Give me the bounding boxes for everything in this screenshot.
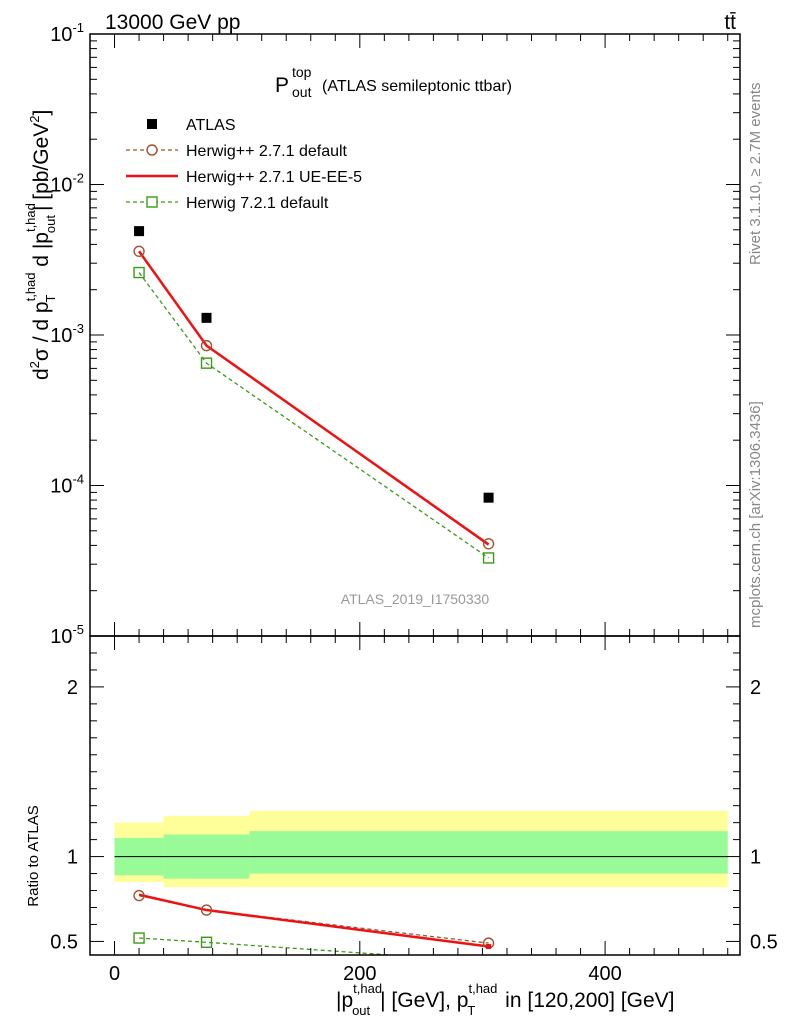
legend-entry: Herwig 7.2.1 default xyxy=(126,195,329,212)
x-tick-label: 200 xyxy=(343,963,376,985)
axis-tick-labels: 10-1 10-2 10-3 10-4 10-5 0 200 400 0.5 0.5 1 1 2 2 xyxy=(50,20,778,985)
lower-y-tick-label: 2 xyxy=(750,677,761,699)
ratio-herwigpp-default-line xyxy=(138,894,489,944)
upper-y-tick-label: 10-3 xyxy=(50,321,84,347)
legend-entry: Herwig++ 2.7.1 default xyxy=(126,143,348,160)
herwigpp-default-marker xyxy=(133,245,145,257)
lower-y-axis-label: Ratio to ATLAS xyxy=(25,805,42,906)
upper-y-tick-label: 10-1 xyxy=(50,20,84,46)
title-main: P xyxy=(275,74,289,97)
legend-marker-herwigpp-default xyxy=(146,144,158,156)
ratio-herwig7-marker xyxy=(200,936,213,948)
legend-marker-atlas xyxy=(147,119,157,129)
herwig7-marker xyxy=(482,552,495,564)
lower-y-tick-label: 2 xyxy=(67,677,78,699)
series-herwig7-line xyxy=(138,272,489,559)
legend-entry: Herwig++ 2.7.1 UE-EE-5 xyxy=(126,169,362,186)
axis-ticks xyxy=(90,33,740,955)
atlas-data-point xyxy=(134,226,145,237)
upper-y-tick-label: 10-5 xyxy=(50,622,84,648)
title-sup: top xyxy=(292,64,312,80)
lower-y-tick-label: 0.5 xyxy=(50,931,78,953)
atlas-data-point xyxy=(483,492,494,503)
lower-y-tick-label: 0.5 xyxy=(750,931,778,953)
herwigpp-default-marker xyxy=(482,538,495,550)
x-tick-label: 0 xyxy=(109,963,120,985)
series-herwigpp-default-line xyxy=(138,250,489,545)
plot-title: P top out (ATLAS semileptonic ttbar) xyxy=(275,64,512,100)
beam-label: 13000 GeV pp xyxy=(105,11,240,34)
atlas-data-point xyxy=(201,312,212,323)
ratio-herwig7-line xyxy=(139,937,391,956)
ratio-herwig7-marker xyxy=(133,932,145,944)
legend-label: Herwig 7.2.1 default xyxy=(186,195,329,212)
series-herwigpp-ueee5-line xyxy=(138,250,490,546)
upper-y-tick-label: 10-2 xyxy=(50,171,84,197)
x-axis-label: |pt,had out | [GeV], pt,had T in [120,200] … xyxy=(336,981,674,1018)
legend-marker-herwig7 xyxy=(146,196,158,208)
rivet-label: Rivet 3.1.10, ≥ 2.7M events xyxy=(747,83,764,266)
ratio-herwigpp-ueee5-end xyxy=(486,944,492,950)
lower-frame xyxy=(89,635,741,956)
herwigpp-default-marker xyxy=(200,339,213,352)
process-label: tt̄ xyxy=(724,11,736,34)
legend-entry: ATLAS xyxy=(147,117,236,134)
ratio-bands xyxy=(114,810,728,888)
title-rest: (ATLAS semileptonic ttbar) xyxy=(322,78,512,95)
ratio-band-inner xyxy=(249,831,728,874)
legend-label: Herwig++ 2.7.1 default xyxy=(186,143,348,160)
herwig7-marker xyxy=(133,266,145,279)
ratio-herwigpp-ueee5-line xyxy=(138,893,489,948)
x-tick-label: 400 xyxy=(588,963,621,985)
herwig7-marker xyxy=(200,357,213,369)
lower-y-tick-label: 1 xyxy=(67,847,78,869)
lower-y-tick-label: 1 xyxy=(750,847,761,869)
ratio-series xyxy=(133,889,495,956)
legend-label: ATLAS xyxy=(186,117,236,134)
ratio-herwigpp-default-marker xyxy=(200,904,213,916)
upper-y-tick-label: 10-4 xyxy=(50,472,84,498)
title-sub: out xyxy=(292,84,312,100)
legend-label: Herwig++ 2.7.1 UE-EE-5 xyxy=(186,169,362,186)
upper-y-axis-label: d2σ / d pt,had T d |pt,had out| [pb/GeV2] xyxy=(23,110,58,380)
legend: ATLAS Herwig++ 2.7.1 default Herwig++ 2.7.… xyxy=(126,117,362,212)
upper-series xyxy=(133,226,495,564)
mcplots-label: mcplots.cern.ch [arXiv:1306.3436] xyxy=(747,401,764,628)
analysis-id: ATLAS_2019_I1750330 xyxy=(341,591,490,607)
ratio-herwigpp-default-marker xyxy=(133,889,145,902)
